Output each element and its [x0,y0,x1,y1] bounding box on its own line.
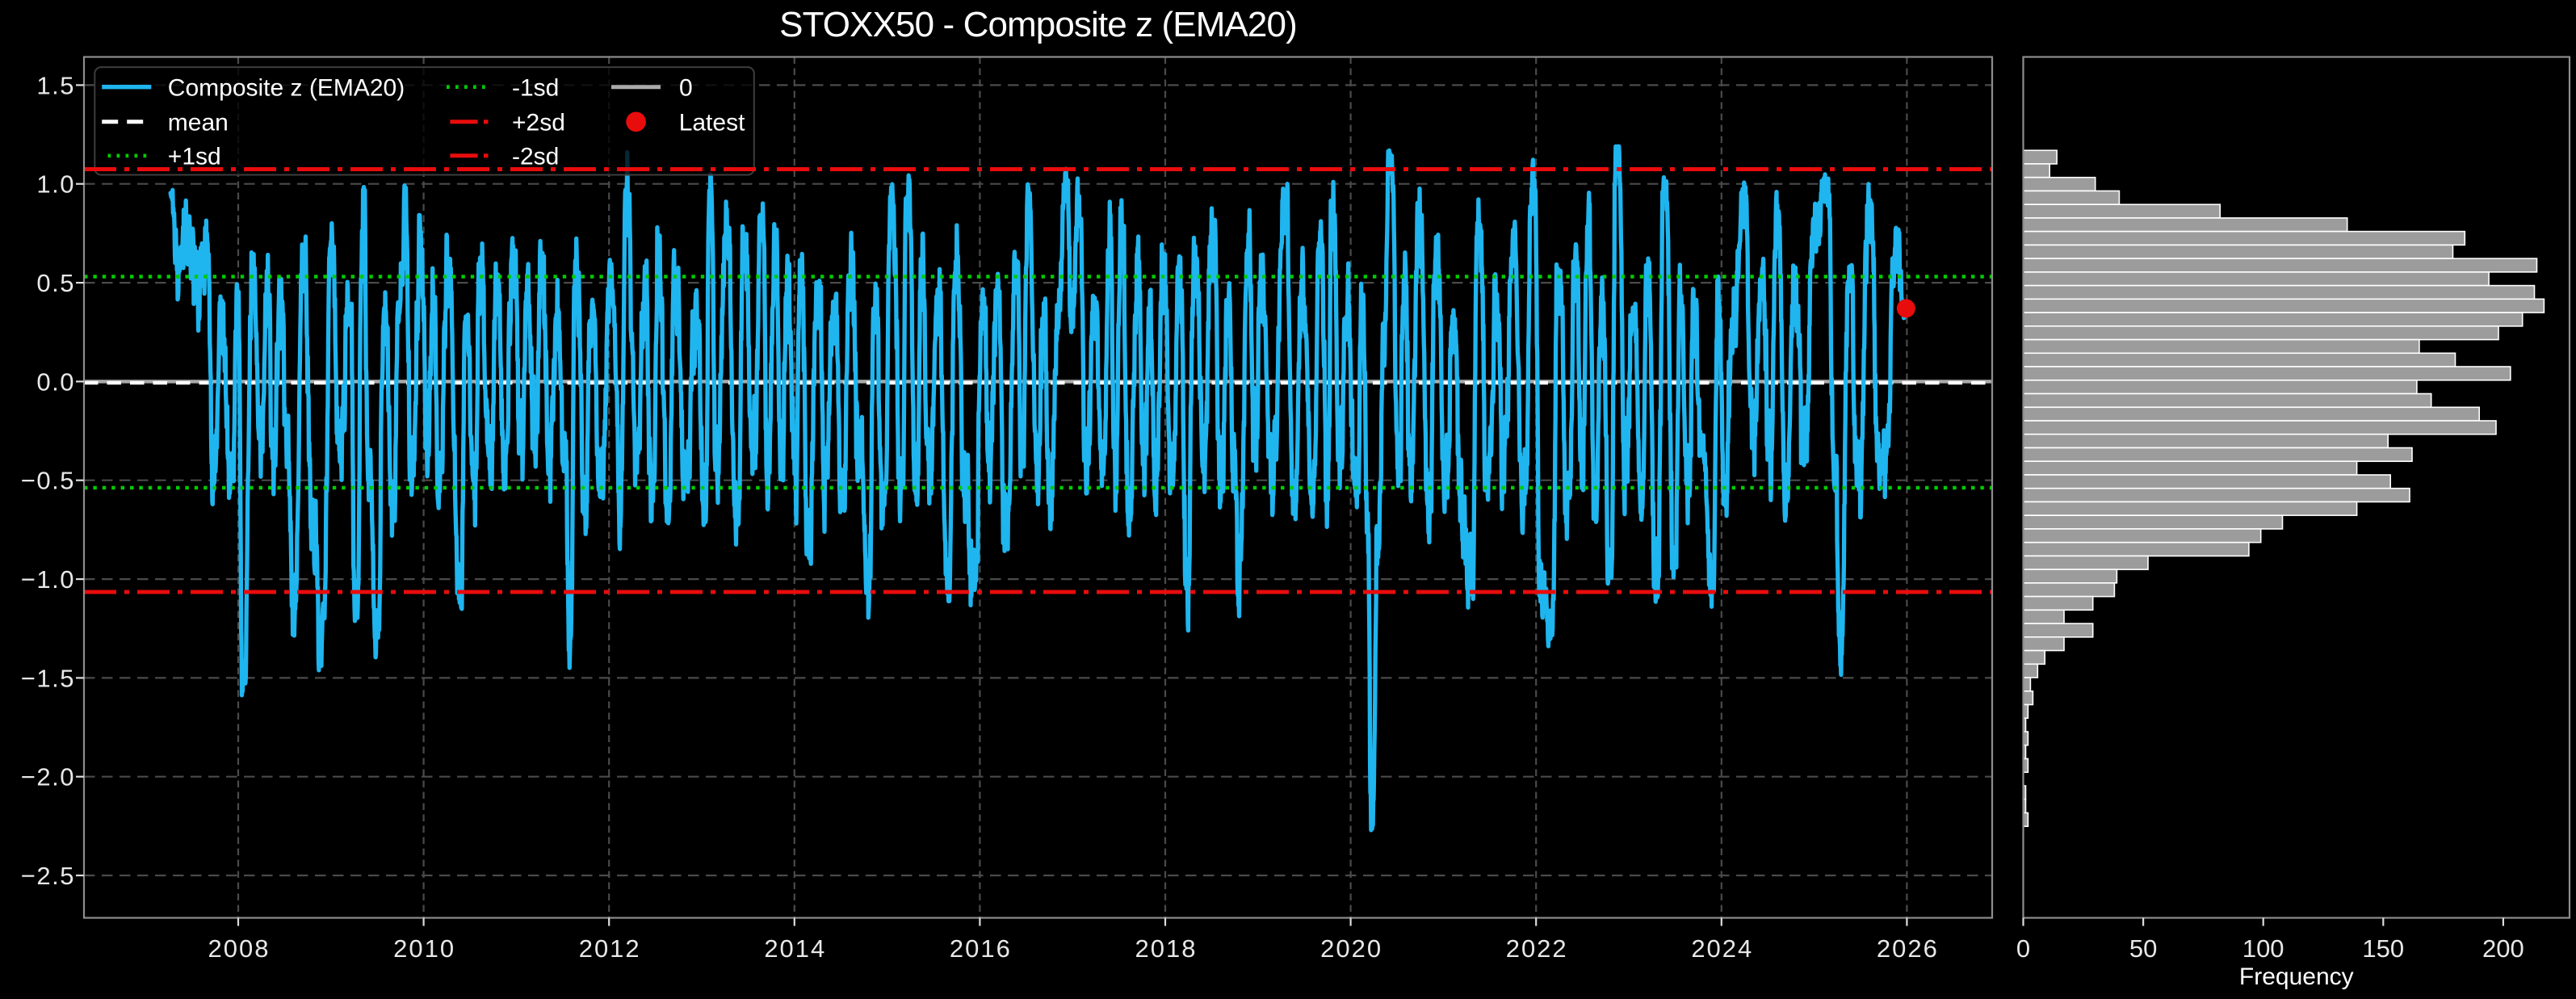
svg-text:150: 150 [2362,934,2404,963]
svg-text:2012: 2012 [579,934,641,963]
svg-text:Composite z (EMA20): Composite z (EMA20) [168,75,405,102]
svg-text:0: 0 [679,75,693,102]
svg-text:0: 0 [2016,934,2030,963]
svg-text:50: 50 [2129,934,2157,963]
svg-text:−2.5: −2.5 [21,862,75,890]
svg-text:mean: mean [168,110,229,136]
svg-text:-2sd: -2sd [512,144,559,170]
svg-text:2016: 2016 [950,934,1012,963]
svg-text:+2sd: +2sd [512,110,565,136]
svg-text:−0.5: −0.5 [21,467,75,495]
svg-text:STOXX50 - Composite z (EMA20): STOXX50 - Composite z (EMA20) [779,5,1297,44]
svg-text:2026: 2026 [1877,934,1939,963]
svg-text:Frequency: Frequency [2239,963,2354,990]
svg-text:−1.0: −1.0 [21,565,75,594]
svg-text:1.5: 1.5 [36,71,75,99]
svg-text:2014: 2014 [764,934,826,963]
svg-text:−1.5: −1.5 [21,664,75,692]
svg-text:2010: 2010 [393,934,455,963]
svg-text:Latest: Latest [679,110,745,136]
svg-text:2022: 2022 [1506,934,1568,963]
svg-text:2020: 2020 [1320,934,1382,963]
svg-text:100: 100 [2242,934,2284,963]
svg-text:200: 200 [2482,934,2524,963]
svg-text:1.0: 1.0 [36,170,75,199]
svg-text:-1sd: -1sd [512,75,559,102]
svg-text:2018: 2018 [1135,934,1198,963]
svg-text:2008: 2008 [208,934,271,963]
svg-text:0.5: 0.5 [36,269,75,297]
svg-text:2024: 2024 [1691,934,1753,963]
svg-text:−2.0: −2.0 [21,763,75,791]
svg-text:+1sd: +1sd [168,144,221,170]
svg-text:0.0: 0.0 [36,367,75,396]
